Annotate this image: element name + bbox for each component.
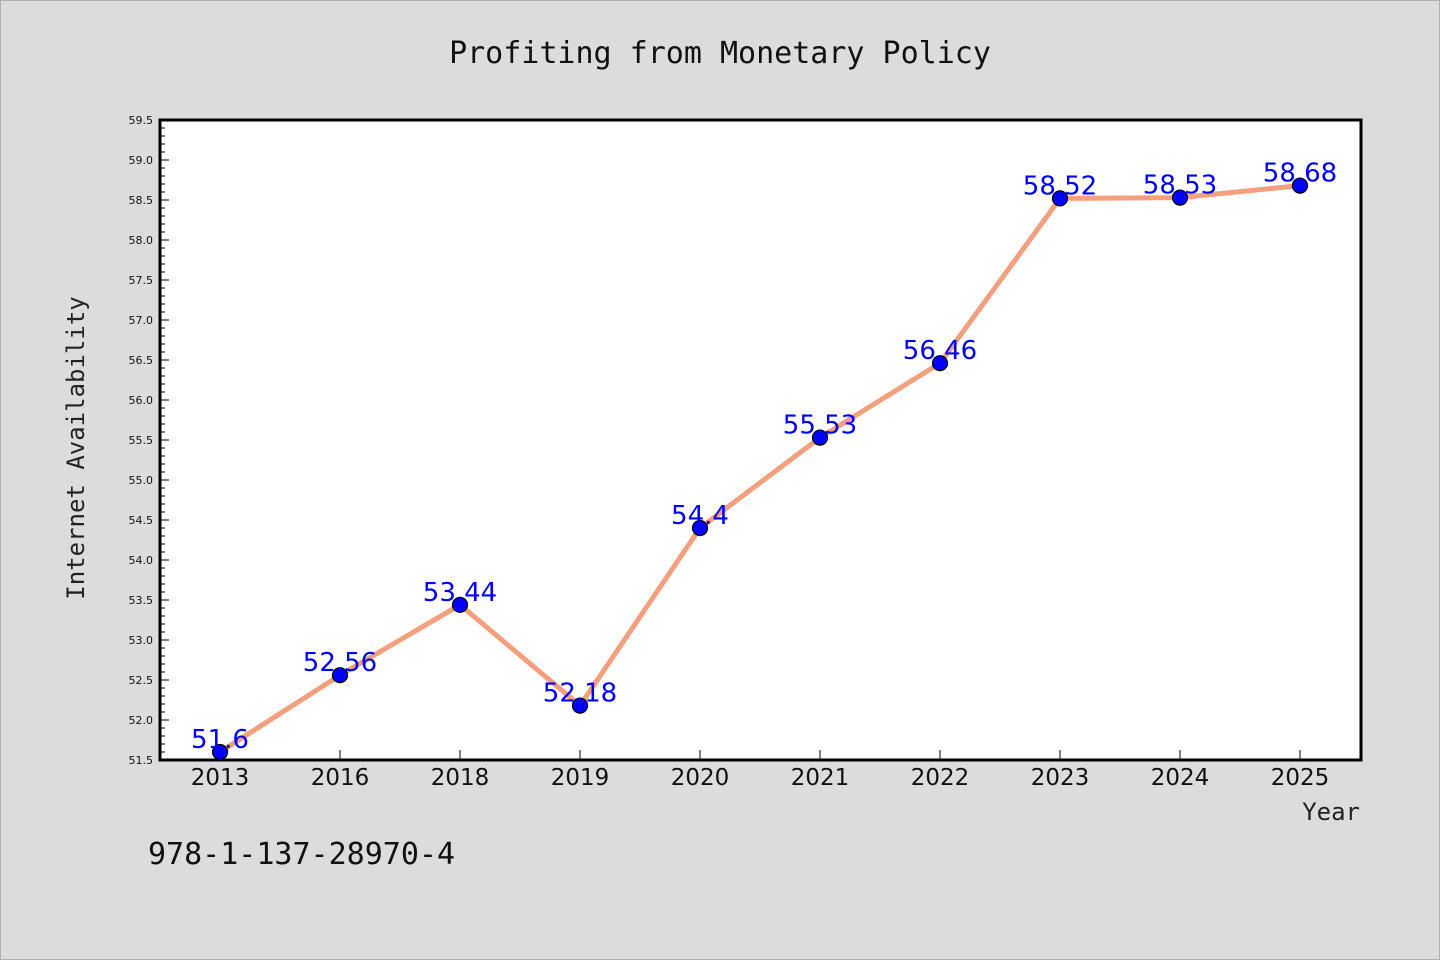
data-point <box>331 667 349 684</box>
data-label: 52.56 <box>303 648 377 678</box>
chart-title: Profiting from Monetary Policy <box>449 36 991 71</box>
plot-area <box>158 118 1363 762</box>
data-point <box>691 519 709 537</box>
y-axis: 51.5 52.0 52.5 53.0 53.5 54.0 54.5 55.0 55.5 56.0… <box>129 114 169 767</box>
y-tick-label: 52.0 <box>129 714 154 727</box>
y-tick-label: 56.5 <box>129 354 154 367</box>
y-axis-label: Internet Availability <box>62 296 90 599</box>
x-tick-label: 2021 <box>791 765 850 791</box>
x-tick-label: 2024 <box>1151 765 1210 791</box>
y-tick-label: 53.0 <box>129 634 154 647</box>
data-label: 58.68 <box>1263 159 1337 189</box>
y-tick-label: 59.5 <box>129 114 154 127</box>
y-tick-label: 55.0 <box>129 474 154 487</box>
x-tick-label: 2016 <box>311 765 370 791</box>
y-tick-label: 51.5 <box>129 754 154 767</box>
data-label: 53.44 <box>423 578 497 608</box>
y-tick-label: 55.5 <box>129 434 154 447</box>
data-label: 58.52 <box>1023 171 1097 201</box>
y-tick-label: 58.5 <box>129 194 154 207</box>
x-axis: 2013 2016 2018 2019 2020 2021 2022 2023 2024 2025 <box>191 750 1330 791</box>
series-layer: 51.6 52.56 53.44 52.18 54.4 55.53 56.46 58.52 58… <box>191 159 1337 761</box>
data-label: 55.53 <box>783 411 857 441</box>
x-tick-label: 2025 <box>1271 765 1330 791</box>
y-tick-label: 56.0 <box>129 394 154 407</box>
y-tick-label: 53.5 <box>129 594 154 607</box>
data-point <box>811 429 829 446</box>
x-tick-label: 2013 <box>191 765 250 791</box>
data-point <box>211 743 229 761</box>
data-label: 54.4 <box>671 501 729 531</box>
x-axis-label: Year <box>1302 798 1360 826</box>
y-tick-label: 57.5 <box>129 274 154 287</box>
y-tick-label: 57.0 <box>129 314 154 327</box>
y-tick-label: 58.0 <box>129 234 154 247</box>
data-label: 52.18 <box>543 679 617 709</box>
x-tick-label: 2019 <box>551 765 610 791</box>
data-label: 51.6 <box>191 725 249 755</box>
data-point <box>931 355 949 372</box>
y-tick-label: 54.5 <box>129 514 154 527</box>
series-line <box>217 183 1303 755</box>
x-tick-label: 2020 <box>671 765 730 791</box>
data-point <box>1171 189 1189 206</box>
y-tick-label: 54.0 <box>129 554 154 567</box>
isbn-text: 978-1-137-28970-4 <box>148 837 455 872</box>
data-point <box>1291 177 1309 194</box>
y-tick-label: 59.0 <box>129 154 154 167</box>
x-tick-label: 2022 <box>911 765 970 791</box>
data-label: 58.53 <box>1143 171 1217 201</box>
x-tick-label: 2018 <box>431 765 490 791</box>
y-tick-label: 52.5 <box>129 674 154 687</box>
data-label: 56.46 <box>903 336 977 366</box>
data-point <box>571 697 589 714</box>
data-point <box>451 596 469 613</box>
x-tick-label: 2023 <box>1031 765 1090 791</box>
data-point <box>1051 190 1069 207</box>
